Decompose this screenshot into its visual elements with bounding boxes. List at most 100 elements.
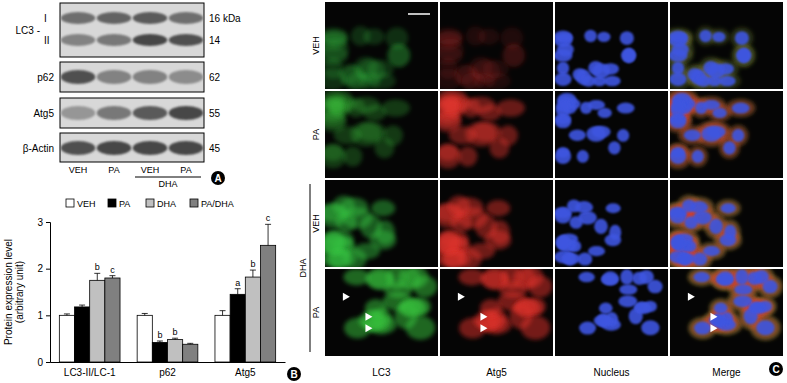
panel-letter-text: B <box>290 369 297 380</box>
blot-row-label: LC3 - <box>16 25 40 36</box>
micrograph-image <box>555 91 668 178</box>
error-bar <box>157 341 163 342</box>
micrograph-background <box>440 180 553 267</box>
cell-signal <box>381 99 410 117</box>
cell-signal <box>555 149 571 164</box>
significance-label: b <box>157 330 162 340</box>
error-bar-stem <box>268 224 269 245</box>
error-bar-cap <box>250 270 256 271</box>
error-bar <box>94 273 100 280</box>
cell-signal <box>688 146 707 166</box>
panel-letter-text: A <box>214 173 221 184</box>
legend-swatch <box>108 199 116 207</box>
micrograph-background <box>325 269 438 356</box>
cell-signal <box>641 320 659 335</box>
micrograph-image <box>440 2 553 89</box>
blot-band <box>133 106 168 120</box>
cell-signal <box>599 302 613 314</box>
micrograph-background <box>555 180 668 267</box>
cell-signal <box>448 196 470 217</box>
micrograph-image <box>555 180 668 267</box>
cell-signal <box>586 126 606 142</box>
error-bar-cap <box>64 313 70 314</box>
error-bar-cap <box>220 310 226 311</box>
blot-band <box>169 12 204 24</box>
blot-band <box>133 70 168 84</box>
cell-signal <box>732 129 744 142</box>
cell-signal <box>670 145 691 169</box>
blot-row-label: Atg5 <box>33 108 54 119</box>
blot-box <box>60 98 204 128</box>
cell-signal <box>703 100 720 110</box>
y-tick-mark <box>46 315 50 316</box>
panel-letter-text: C <box>772 364 779 375</box>
group-line <box>310 184 311 352</box>
legend-label: PA/DHA <box>201 199 234 209</box>
micrograph-background <box>325 180 438 267</box>
cell-signal <box>555 73 572 86</box>
error-bar-cap <box>94 273 100 274</box>
cell-signal <box>688 269 714 285</box>
cell-signal <box>701 126 721 142</box>
cell-signal <box>712 32 725 42</box>
arrowhead <box>365 313 372 321</box>
blot-lane-label: PA <box>180 165 191 175</box>
legend-label: PA <box>119 199 130 209</box>
cell-signal <box>670 116 686 129</box>
cell-signal <box>716 200 740 216</box>
blot-band <box>133 141 168 155</box>
blot-band <box>97 106 132 120</box>
y-axis: 0123 <box>37 217 50 368</box>
bar <box>183 344 198 362</box>
blot-kda-label: 45 <box>209 143 221 154</box>
bar <box>75 307 90 362</box>
error-bar <box>250 270 256 277</box>
legend-label: VEH <box>77 199 96 209</box>
cell-signal <box>756 320 774 335</box>
cell-signal <box>588 100 605 110</box>
error-bar-stem <box>237 289 238 295</box>
cell-signal <box>567 199 581 212</box>
cell-signal <box>619 284 637 294</box>
cell-signal <box>670 31 687 42</box>
bars <box>59 224 275 362</box>
blot-band <box>61 70 96 84</box>
y-tick: 2 <box>37 263 50 274</box>
cell-signal <box>733 295 752 307</box>
legend: VEHPADHAPA/DHA <box>66 199 234 209</box>
x-tick-label: p62 <box>159 367 176 378</box>
cell-signal <box>597 32 610 42</box>
blot-band <box>97 141 132 155</box>
blot-band <box>133 12 168 24</box>
micrograph-background <box>555 91 668 178</box>
cell-signal <box>763 280 778 294</box>
cell-signal <box>684 129 701 140</box>
cell-signal <box>605 234 622 246</box>
panel-letter: C <box>769 362 783 376</box>
cell-signal <box>400 298 423 316</box>
y-tick: 3 <box>37 217 50 228</box>
cell-signal <box>682 199 696 212</box>
micrograph-background <box>440 269 553 356</box>
y-tick-mark <box>46 362 50 363</box>
bar <box>245 277 260 362</box>
micrograph-image <box>555 269 668 356</box>
micrograph-image <box>440 180 553 267</box>
cell-signal <box>699 30 711 43</box>
blot-kda-label: 62 <box>209 72 221 83</box>
cell-signal <box>579 322 596 335</box>
micrograph-image <box>670 2 783 89</box>
cell-signal <box>716 200 740 216</box>
cell-signal <box>601 274 619 285</box>
cell-signal <box>371 200 395 216</box>
bar <box>152 342 167 362</box>
cell-signal <box>735 269 748 284</box>
y-tick-label: 3 <box>37 217 43 228</box>
cell-signal <box>670 235 685 250</box>
y-axis-title: Protein expression level <box>3 239 14 345</box>
cell-signal <box>588 246 605 256</box>
error-bar-cap <box>79 305 85 306</box>
cell-signal <box>489 137 509 158</box>
column-label: Atg5 <box>486 367 507 378</box>
cell-signal <box>440 69 462 89</box>
